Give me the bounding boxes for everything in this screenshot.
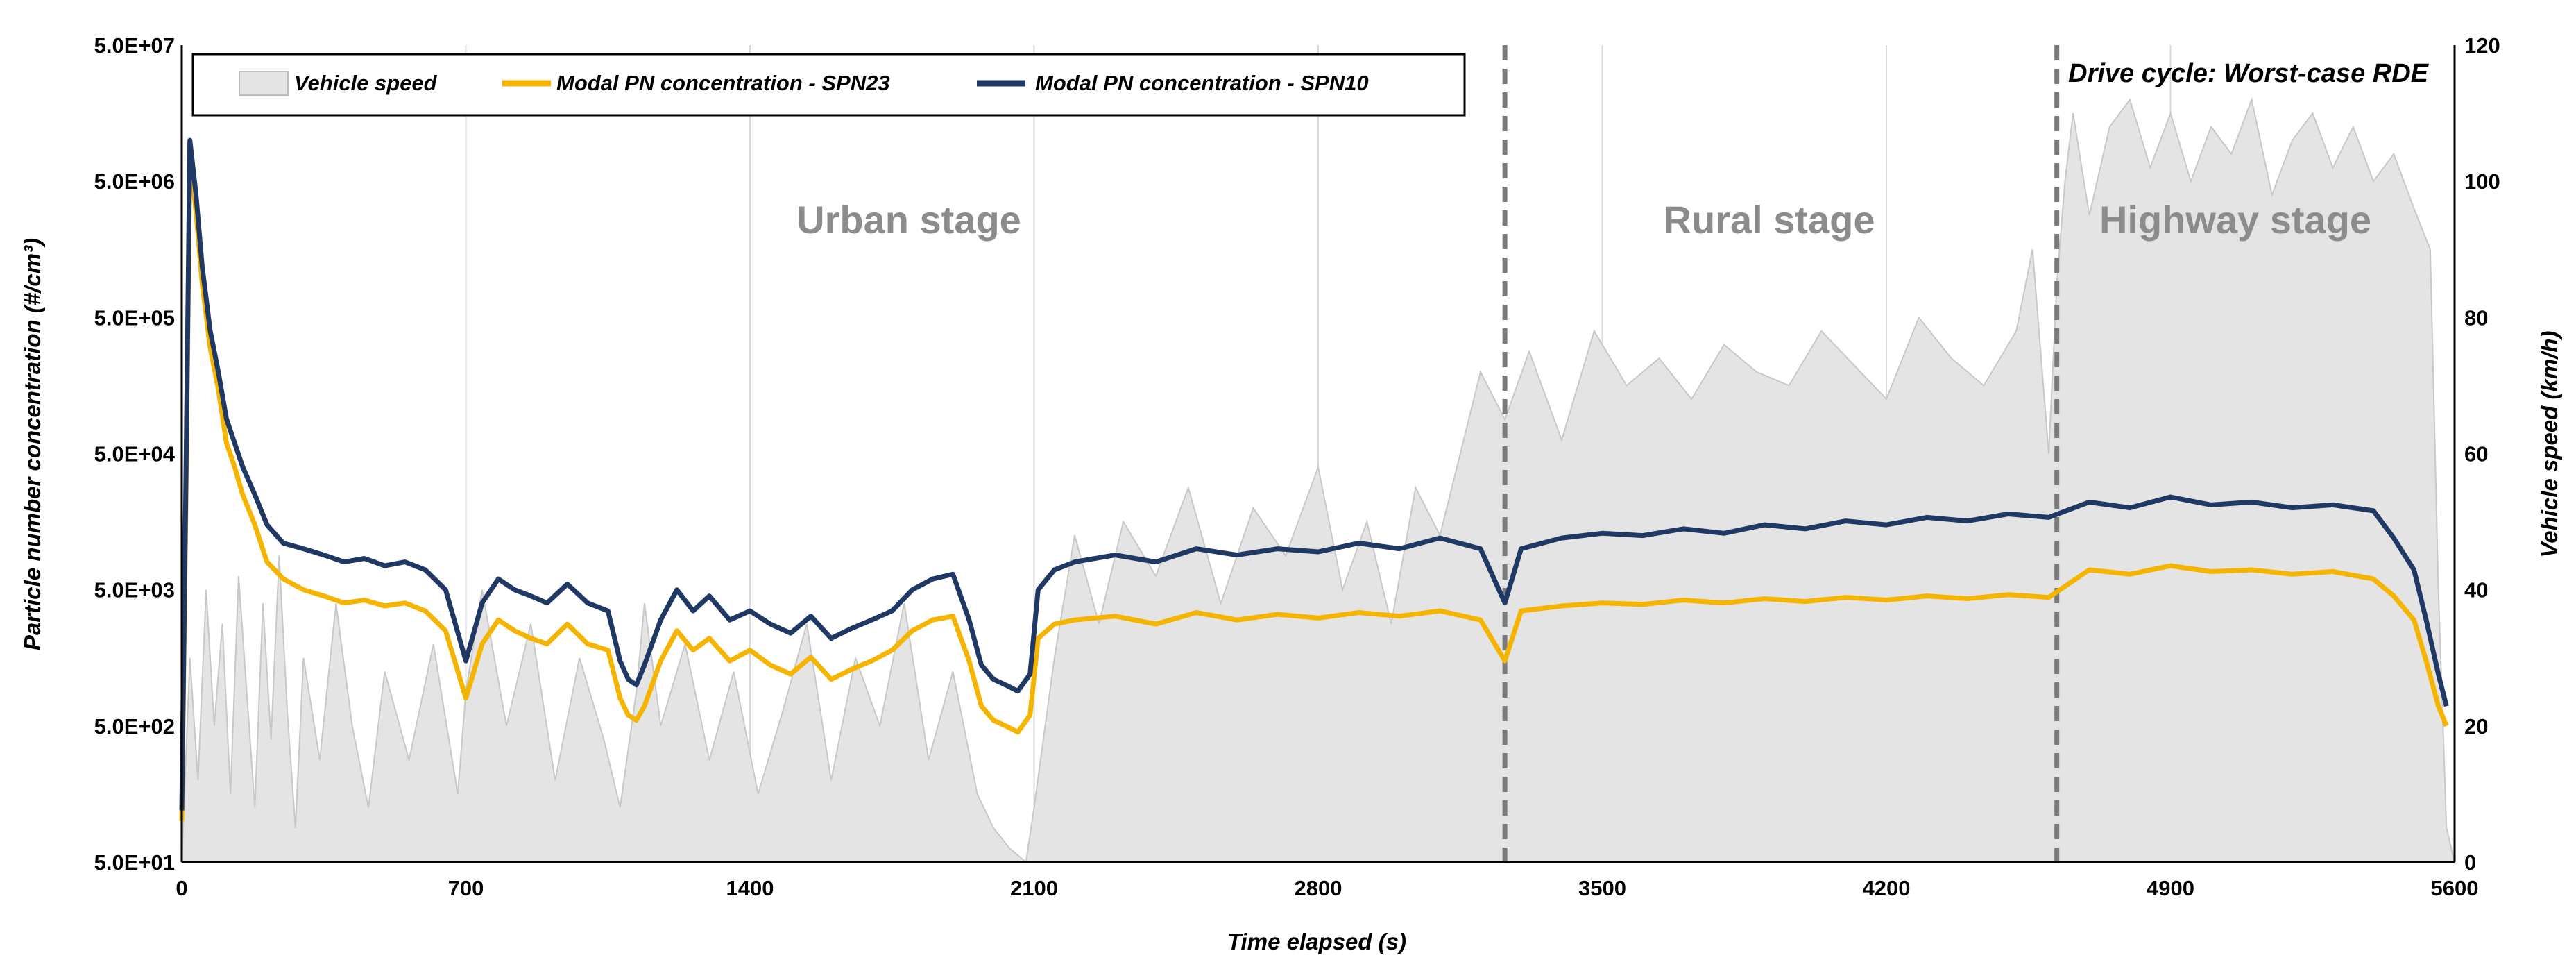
y-left-tick-label: 5.0E+05 xyxy=(94,305,175,330)
legend: Vehicle speed Modal PN concentration - S… xyxy=(191,53,1466,117)
x-tick-label: 3500 xyxy=(1578,876,1626,900)
y-right-tick-label: 40 xyxy=(2464,578,2488,602)
stage-label-rural: Rural stage xyxy=(1664,198,1875,242)
speed-series-layer xyxy=(180,96,2456,863)
y-right-tick-label: 100 xyxy=(2464,169,2500,194)
legend-box xyxy=(191,53,1466,117)
legend-swatch-vehicle-speed xyxy=(239,71,289,96)
series-area-vehicle-speed xyxy=(180,96,2456,863)
y-left-tick-label: 5.0E+06 xyxy=(94,169,175,194)
series-line-spn23 xyxy=(179,151,2449,821)
y-left-tick-label: 5.0E+07 xyxy=(94,33,175,58)
x-tick-label: 700 xyxy=(448,876,484,900)
y-left-tick-label: 5.0E+03 xyxy=(94,578,175,602)
y-right-tick-label: 0 xyxy=(2464,850,2476,875)
label-layer: Time elapsed (s) Particle number concent… xyxy=(19,59,2562,954)
x-tick-label: 2100 xyxy=(1010,876,1058,900)
legend-label-spn10: Modal PN concentration - SPN10 xyxy=(1035,71,1369,95)
stage-boundary-layer xyxy=(1502,45,2060,862)
y-right-tick-label: 80 xyxy=(2464,305,2488,330)
y-left-tick-label: 5.0E+04 xyxy=(94,442,176,466)
y-right-tick-label: 120 xyxy=(2464,33,2500,58)
x-tick-label: 4200 xyxy=(1863,876,1911,900)
legend-label-spn23: Modal PN concentration - SPN23 xyxy=(556,71,890,95)
axis-layer: 0 700 1400 2100 2800 3500 4200 4900 5600 5.0E+01 5… xyxy=(94,33,2500,900)
stage-label-highway: Highway stage xyxy=(2099,198,2371,242)
x-tick-label: 2800 xyxy=(1295,876,1342,900)
y-left-tick-label: 5.0E+02 xyxy=(94,714,175,739)
y-right-tick-label: 60 xyxy=(2464,442,2488,466)
drive-cycle-annotation: Drive cycle: Worst-case RDE xyxy=(2068,59,2430,88)
y-right-tick-label: 20 xyxy=(2464,714,2488,739)
stage-label-urban: Urban stage xyxy=(796,198,1021,242)
y-axis-right-title: Vehicle speed (km/h) xyxy=(2536,330,2562,557)
x-tick-label: 1400 xyxy=(726,876,774,900)
y-axis-left-title: Particle number concentration (#/cm³) xyxy=(19,238,45,650)
x-tick-label: 4900 xyxy=(2147,876,2194,900)
x-tick-label: 5600 xyxy=(2431,876,2479,900)
x-axis-title: Time elapsed (s) xyxy=(1227,929,1406,954)
series-line-spn10 xyxy=(179,137,2449,811)
legend-label-vehicle-speed: Vehicle speed xyxy=(294,71,438,95)
pn-series-layer xyxy=(179,137,2449,821)
x-tick-label: 0 xyxy=(176,876,187,900)
y-left-tick-label: 5.0E+01 xyxy=(94,850,175,875)
